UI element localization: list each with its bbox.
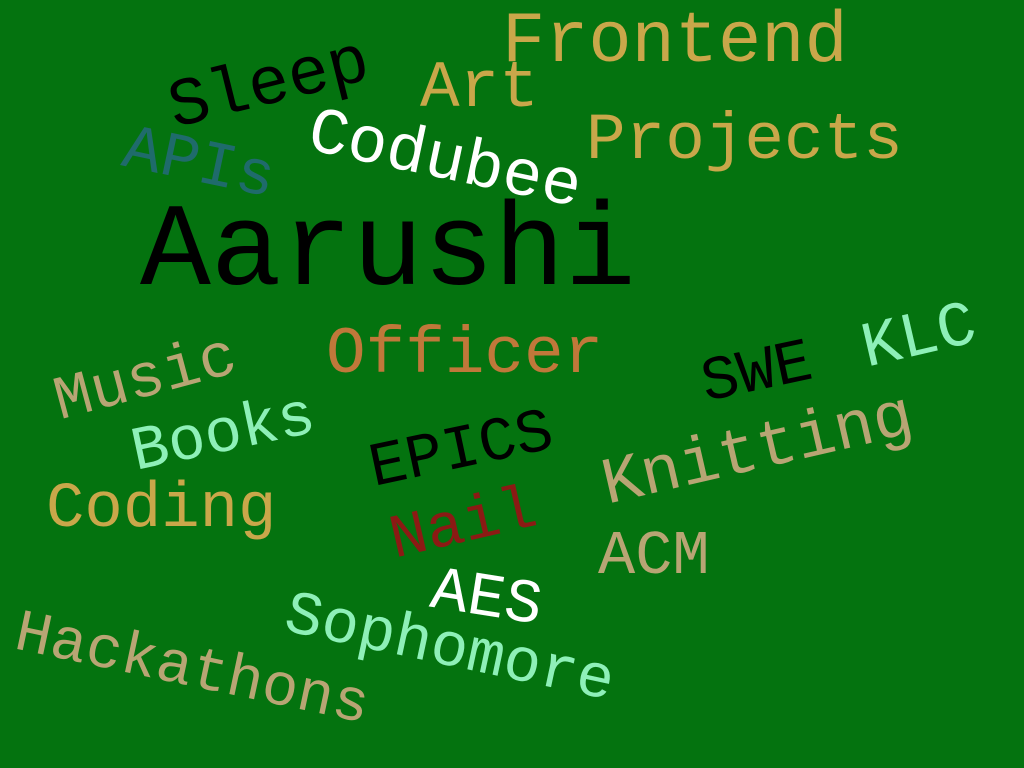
word-acm: ACM xyxy=(598,521,710,592)
word-projects: Projects xyxy=(586,103,903,178)
word-coding: Coding xyxy=(46,474,277,546)
word-klc: KLC xyxy=(855,290,984,387)
word-art: Art xyxy=(420,51,539,126)
word-frontend: Frontend xyxy=(502,1,848,83)
word-officer: Officer xyxy=(326,317,604,392)
word-aarushi: Aarushi xyxy=(140,187,636,320)
